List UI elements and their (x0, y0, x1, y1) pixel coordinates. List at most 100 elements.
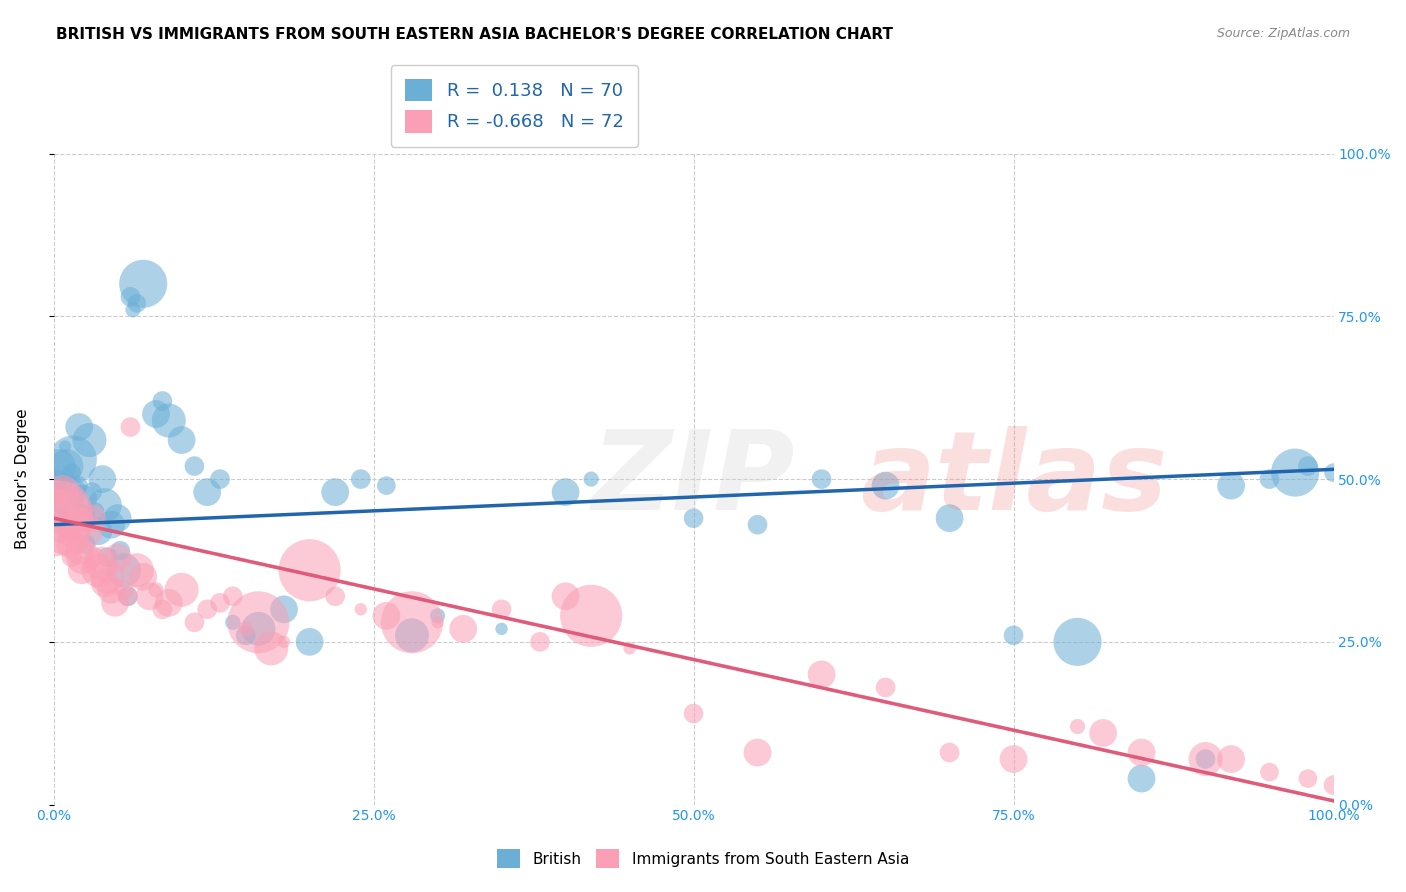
Point (58, 524, 80, 539)
Point (80, 511, 103, 525)
Point (1296, 459, 1319, 474)
Point (1066, 635, 1088, 649)
Point (58, 485, 80, 500)
Point (91, 557, 114, 571)
Point (183, 615, 205, 630)
Point (222, 589, 245, 603)
Point (1296, 772, 1319, 786)
Point (938, 511, 960, 525)
Point (59, 524, 82, 539)
Point (247, 615, 270, 630)
Point (52, 485, 75, 500)
Point (46, 472, 69, 486)
Point (350, 602, 373, 616)
Point (132, 570, 155, 584)
Point (298, 563, 321, 577)
Point (52, 531, 75, 545)
Point (125, 296, 148, 310)
Point (44, 485, 66, 500)
Point (157, 596, 180, 610)
Point (132, 277, 155, 291)
Point (96, 570, 118, 584)
Point (1194, 752, 1216, 766)
Point (1066, 719, 1088, 733)
Point (52, 498, 75, 512)
Point (49, 491, 72, 506)
Point (247, 622, 270, 636)
Point (112, 582, 135, 597)
Point (87, 524, 110, 539)
Point (1220, 752, 1243, 766)
Point (66, 478, 89, 492)
Point (96, 550, 118, 565)
Point (938, 746, 960, 760)
Point (75, 537, 97, 551)
Point (72, 550, 94, 565)
Point (401, 615, 423, 630)
Point (67, 543, 90, 558)
Point (63, 524, 86, 539)
Point (1284, 466, 1306, 480)
Point (682, 706, 704, 721)
Text: BRITISH VS IMMIGRANTS FROM SOUTH EASTERN ASIA BACHELOR'S DEGREE CORRELATION CHAR: BRITISH VS IMMIGRANTS FROM SOUTH EASTERN… (56, 27, 893, 42)
Point (426, 608, 449, 623)
Point (55, 498, 77, 512)
Point (122, 302, 145, 317)
Point (51, 511, 73, 525)
Legend: British, Immigrants from South Eastern Asia: British, Immigrants from South Eastern A… (489, 841, 917, 875)
Point (60, 466, 83, 480)
Point (260, 641, 283, 656)
Point (810, 667, 832, 681)
Point (554, 485, 576, 500)
Point (747, 517, 769, 532)
Point (79, 557, 101, 571)
Point (1322, 778, 1344, 792)
Point (1194, 752, 1216, 766)
Point (491, 622, 513, 636)
Point (46, 491, 69, 506)
Point (579, 472, 602, 486)
Point (145, 582, 167, 597)
Point (112, 563, 135, 577)
Point (375, 608, 398, 623)
Point (682, 511, 704, 525)
Point (401, 628, 423, 642)
Point (1002, 752, 1025, 766)
Point (426, 615, 449, 630)
Point (62, 452, 84, 467)
Point (554, 589, 576, 603)
Point (195, 602, 218, 616)
Point (52, 478, 75, 492)
Point (108, 543, 131, 558)
Point (83, 550, 105, 565)
Y-axis label: Bachelor's Degree: Bachelor's Degree (15, 409, 30, 549)
Point (63, 498, 86, 512)
Point (1258, 472, 1281, 486)
Point (208, 596, 231, 610)
Point (72, 491, 94, 506)
Point (273, 602, 295, 616)
Point (100, 582, 122, 597)
Point (183, 459, 205, 474)
Point (208, 472, 231, 486)
Point (59, 537, 82, 551)
Point (100, 517, 122, 532)
Point (1130, 746, 1153, 760)
Point (117, 589, 139, 603)
Point (62, 505, 84, 519)
Point (1092, 726, 1115, 740)
Point (375, 478, 398, 492)
Point (195, 485, 218, 500)
Point (619, 641, 641, 656)
Point (810, 472, 832, 486)
Point (66, 511, 89, 525)
Point (350, 472, 373, 486)
Point (1322, 466, 1344, 480)
Point (1130, 772, 1153, 786)
Point (91, 472, 114, 486)
Point (298, 635, 321, 649)
Text: ZIP: ZIP (592, 425, 796, 533)
Point (80, 485, 103, 500)
Point (104, 596, 127, 610)
Point (70, 511, 93, 525)
